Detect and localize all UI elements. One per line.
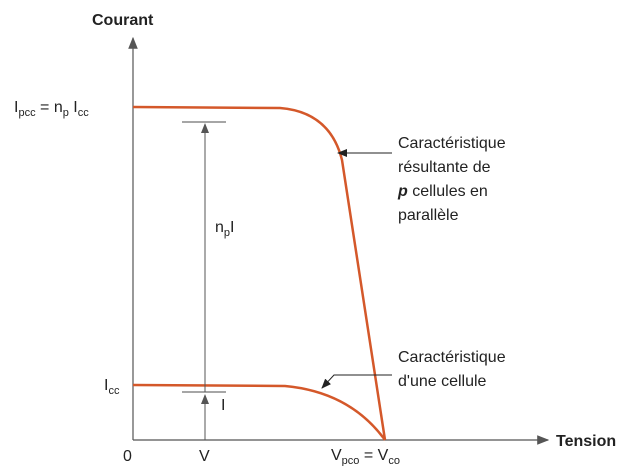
- annotation-line: parallèle: [398, 207, 459, 224]
- text-part: I: [230, 219, 234, 236]
- text-part: p: [63, 107, 69, 119]
- text-part: I: [69, 99, 78, 116]
- origin-label: 0: [123, 448, 132, 465]
- y-axis-label: Courant: [92, 12, 154, 29]
- text-part: co: [388, 455, 400, 466]
- text-part: = n: [36, 99, 63, 116]
- big-arrow-label: npI: [215, 219, 234, 239]
- text-part: Caractéristique: [398, 349, 506, 366]
- text-part: I: [14, 99, 18, 116]
- text-part: p: [224, 227, 230, 239]
- text-part: p: [397, 183, 408, 200]
- text-part: n: [215, 219, 224, 236]
- text-part: résultante de: [398, 159, 491, 176]
- text-part: pco: [342, 455, 360, 466]
- text-part: cellules en: [408, 183, 488, 200]
- annotation-line: d'une cellule: [398, 373, 487, 390]
- annotation-line: p cellules en: [397, 183, 488, 200]
- text-part: parallèle: [398, 207, 459, 224]
- annotation-arrow: [321, 374, 392, 389]
- annotation-line: résultante de: [398, 159, 491, 176]
- single-curve: [132, 383, 387, 441]
- text-part: V: [331, 447, 342, 464]
- x-point-label: V: [199, 448, 210, 465]
- parallel-curve: [132, 105, 387, 441]
- text-part: d'une cellule: [398, 373, 487, 390]
- text-part: I: [104, 377, 108, 394]
- annotation-line: Caractéristique: [398, 135, 506, 152]
- text-part: cc: [108, 385, 120, 397]
- text-part: Caractéristique: [398, 135, 506, 152]
- x-axis-label: Tension: [556, 433, 616, 450]
- x-end-label: Vpco = Vco: [331, 447, 400, 466]
- annotation-line: Caractéristique: [398, 349, 506, 366]
- y-top-label: Ipcc = np Icc: [14, 99, 89, 119]
- text-part: cc: [78, 107, 90, 119]
- text-part: = V: [359, 447, 388, 464]
- small-arrow-label: I: [221, 397, 225, 414]
- y-bottom-label: Icc: [104, 377, 120, 397]
- text-part: pcc: [18, 107, 36, 119]
